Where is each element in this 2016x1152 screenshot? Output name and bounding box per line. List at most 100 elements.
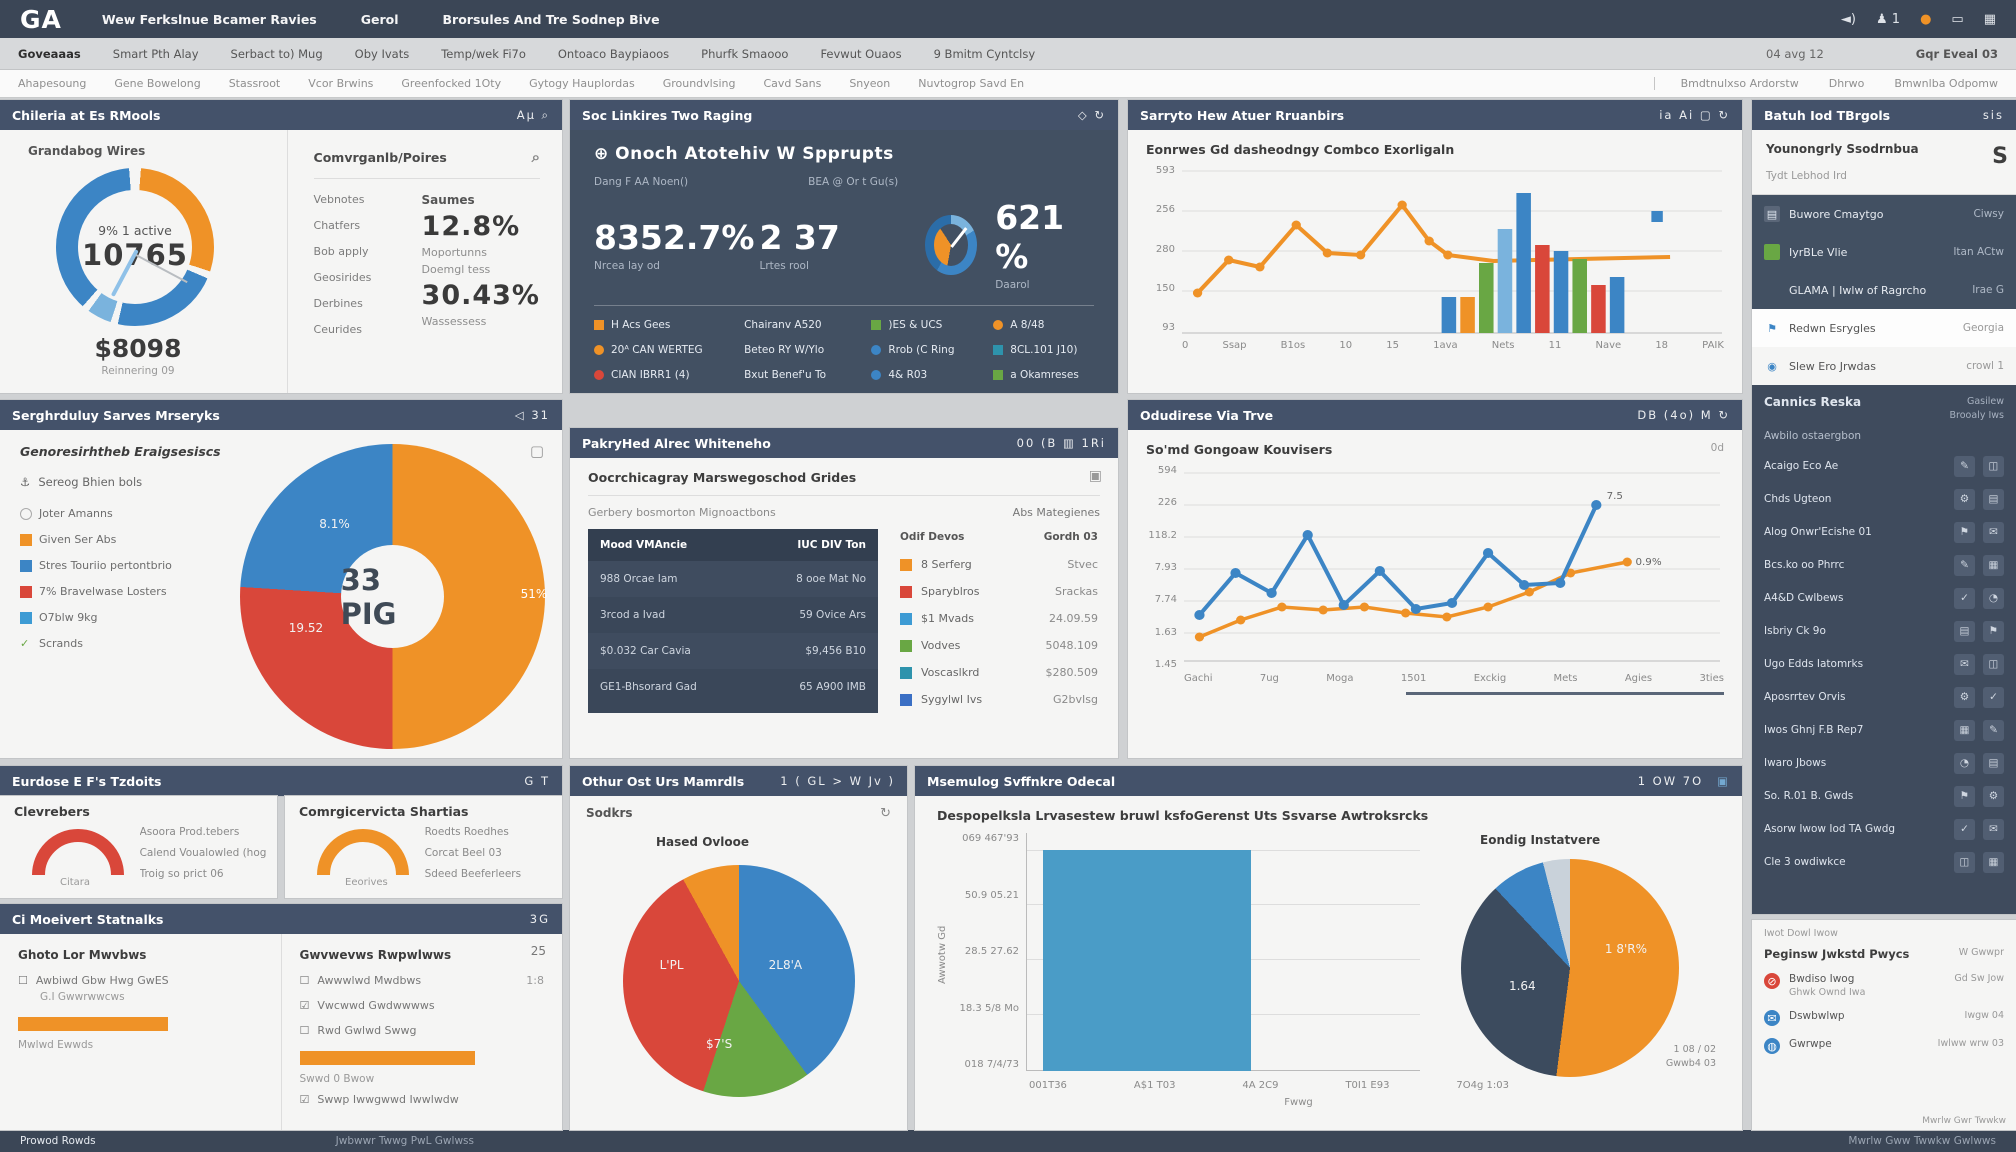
menu3-item[interactable]: Cavd Sans bbox=[763, 77, 822, 90]
panel-audience-toolbar-icons[interactable]: DB (4o) M ↻ bbox=[1637, 408, 1730, 422]
sidebar-item[interactable]: ⚑ Redwn Esrygles Georgia bbox=[1752, 309, 2016, 347]
panel-newsletter-toolbar-icons[interactable]: ia Ai ▢ ↻ bbox=[1659, 108, 1730, 122]
channel-action-icon[interactable]: ◫ bbox=[1983, 455, 2004, 477]
menu3-item[interactable]: Stassroot bbox=[228, 77, 281, 90]
legend-item[interactable]: O7blw 9kg bbox=[20, 611, 238, 624]
menu2-item[interactable]: Serbact to) Mug bbox=[230, 46, 323, 61]
channel-action-icon[interactable]: ✉ bbox=[1983, 521, 2004, 543]
channel-action-icon[interactable]: ◫ bbox=[1954, 851, 1975, 873]
channel-row[interactable]: Iwos Ghnj F.B Rep7 ▦ ✎ bbox=[1764, 714, 2004, 747]
menu2-item[interactable]: Temp/wek Fi7o bbox=[441, 46, 526, 61]
legend-item[interactable]: 7% Bravelwase Losters bbox=[20, 585, 238, 598]
panel-sources-toolbar[interactable]: 1 ( GL > W Jv ) bbox=[780, 774, 895, 788]
program-row[interactable]: ⊘ Bwdiso Iwog Ghwk Ownd Iwa Gd Sw Jow bbox=[1764, 973, 2004, 998]
channel-action-icon[interactable]: ▦ bbox=[1954, 719, 1975, 741]
checkbox-icon[interactable]: ☐ bbox=[18, 974, 28, 987]
menu3-item[interactable]: Snyeon bbox=[849, 77, 891, 90]
top-nav-item[interactable]: Gerol bbox=[360, 11, 399, 27]
menu3-right-item[interactable]: Bmwnlba Odpomw bbox=[1894, 77, 1998, 90]
channel-action-icon[interactable]: ✉ bbox=[1983, 818, 2004, 840]
menu3-item[interactable]: Gene Bowelong bbox=[114, 77, 201, 90]
checkbox-icon[interactable]: ☑ bbox=[299, 1093, 310, 1106]
topbar-action-icon[interactable]: ▭ bbox=[1951, 11, 1964, 27]
channel-row[interactable]: Cle 3 owdiwkce ◫ ▦ bbox=[1764, 846, 2004, 879]
sidebar-item[interactable]: ▤ Buwore Cmaytgo Ciwsy bbox=[1752, 195, 2016, 233]
stats-row[interactable]: ☐ Rwd Gwlwd Swwg bbox=[300, 1024, 545, 1037]
menu3-item[interactable]: Greenfocked 1Oty bbox=[401, 77, 502, 90]
channel-action-icon[interactable]: ⚙ bbox=[1954, 686, 1975, 708]
channel-row[interactable]: Bcs.ko oo Phrrc ✎ ▦ bbox=[1764, 549, 2004, 582]
channel-row[interactable]: Alog Onwr'Ecishe 01 ⚑ ✉ bbox=[1764, 516, 2004, 549]
channel-row[interactable]: A4&D Cwlbews ✓ ◔ bbox=[1764, 582, 2004, 615]
refresh-icon[interactable]: ↻ bbox=[880, 806, 891, 821]
channel-action-icon[interactable]: ⚙ bbox=[1954, 488, 1975, 510]
channel-action-icon[interactable]: ⚑ bbox=[1983, 620, 2004, 642]
channel-row[interactable]: Asorw Iwow Iod TA Gwdg ✓ ✉ bbox=[1764, 813, 2004, 846]
menu3-item[interactable]: Gytogy Hauplordas bbox=[529, 77, 635, 90]
channel-action-icon[interactable]: ✓ bbox=[1954, 587, 1975, 609]
topbar-action-icon[interactable]: ● bbox=[1920, 11, 1932, 27]
channel-row[interactable]: Isbriy Ck 9o ▤ ⚑ bbox=[1764, 615, 2004, 648]
panel-gauges-toolbar-icons[interactable]: G T bbox=[524, 774, 550, 788]
channel-action-icon[interactable]: ◫ bbox=[1983, 653, 2004, 675]
panel-sales-toolbar-icons[interactable]: ◁ 31 bbox=[514, 408, 550, 422]
search-icon[interactable]: ⌕ bbox=[531, 148, 540, 166]
panel-measuring-icon[interactable]: ▣ bbox=[1717, 774, 1730, 788]
legend-item[interactable]: ✓ Scrands bbox=[20, 637, 238, 650]
menu2-item[interactable]: Phurfk Smaooo bbox=[701, 46, 789, 61]
legend-item[interactable]: Stres Touriio pertontbrio bbox=[20, 559, 238, 572]
menu2-item[interactable]: Oby Ivats bbox=[354, 46, 410, 61]
channel-action-icon[interactable]: ⚑ bbox=[1954, 785, 1975, 807]
menu-home[interactable]: Goveaaas bbox=[18, 46, 81, 61]
channel-action-icon[interactable]: ▤ bbox=[1954, 620, 1975, 642]
menu3-right-item[interactable]: Dhrwo bbox=[1828, 77, 1865, 90]
top-nav-item[interactable]: Wew Ferkslnue Bcamer Ravies bbox=[101, 11, 317, 27]
channel-action-icon[interactable]: ✉ bbox=[1954, 653, 1975, 675]
channel-row[interactable]: Chds Ugteon ⚙ ▤ bbox=[1764, 483, 2004, 516]
menu3-right-item[interactable]: Bmdtnulxso Ardorstw bbox=[1680, 77, 1799, 90]
checkbox-icon[interactable]: ▢ bbox=[529, 442, 544, 460]
channel-action-icon[interactable]: ✎ bbox=[1954, 455, 1975, 477]
channel-action-icon[interactable]: ▤ bbox=[1983, 752, 2004, 774]
sidebar-item[interactable]: ◉ Slew Ero Jrwdas crowl 1 bbox=[1752, 347, 2016, 385]
checkbox-icon[interactable]: ☑ bbox=[299, 999, 310, 1012]
menu2-item[interactable]: Smart Pth Alay bbox=[112, 46, 199, 61]
channel-action-icon[interactable]: ▦ bbox=[1983, 554, 2004, 576]
channel-action-icon[interactable]: ◔ bbox=[1983, 587, 2004, 609]
channel-row[interactable]: So. R.01 B. Gwds ⚑ ⚙ bbox=[1764, 780, 2004, 813]
panel-overview-toolbar-icons[interactable]: Aμ ⌕ bbox=[516, 107, 550, 122]
topbar-action-icon[interactable]: ♟ 1 bbox=[1876, 11, 1901, 27]
menu2-item[interactable]: 9 Bmitm Cyntclsy bbox=[933, 46, 1036, 61]
checkbox-icon[interactable]: ☐ bbox=[299, 974, 310, 987]
checkbox-icon[interactable]: ☐ bbox=[299, 1024, 310, 1037]
channel-action-icon[interactable]: ▦ bbox=[1983, 851, 2004, 873]
channel-action-icon[interactable]: ✓ bbox=[1954, 818, 1975, 840]
sidebar-item[interactable]: GLAMA | Iwlw of Ragrcho Irae G bbox=[1752, 271, 2016, 309]
channel-row[interactable]: Acaigo Eco Ae ✎ ◫ bbox=[1764, 450, 2004, 483]
legend-item[interactable]: Given Ser Abs bbox=[20, 533, 238, 546]
menu2-export[interactable]: Gqr Eveal 03 bbox=[1915, 46, 1998, 61]
channel-action-icon[interactable]: ⚑ bbox=[1954, 521, 1975, 543]
menu3-item[interactable]: Groundvlsing bbox=[662, 77, 736, 90]
channel-action-icon[interactable]: ✓ bbox=[1983, 686, 2004, 708]
menu3-item[interactable]: Vcor Brwins bbox=[308, 77, 374, 90]
topbar-action-icon[interactable]: ◄) bbox=[1840, 11, 1856, 27]
channel-action-icon[interactable]: ✎ bbox=[1983, 719, 2004, 741]
sidebar-item[interactable]: IyrBLe Vlie Itan ACtw bbox=[1752, 233, 2016, 271]
channel-row[interactable]: Iwaro Jbows ◔ ▤ bbox=[1764, 747, 2004, 780]
menu3-item[interactable]: Nuvtogrop Savd En bbox=[918, 77, 1025, 90]
channel-action-icon[interactable]: ⚙ bbox=[1983, 785, 2004, 807]
stats-row[interactable]: ☑ Vwcwwd Gwdwwwws bbox=[300, 999, 545, 1012]
channel-action-icon[interactable]: ✎ bbox=[1954, 554, 1975, 576]
topbar-action-icon[interactable]: ▦ bbox=[1983, 11, 1996, 27]
panel-quick-metrics-toolbar-icons[interactable]: ◇ ↻ bbox=[1077, 108, 1106, 122]
menu3-item[interactable]: Ahapesoung bbox=[18, 77, 87, 90]
copy-icon[interactable]: ▣ bbox=[1088, 468, 1102, 484]
channel-row[interactable]: Aposrrtev Orvis ⚙ ✓ bbox=[1764, 681, 2004, 714]
menu2-item[interactable]: Fevwut Ouaos bbox=[820, 46, 902, 61]
channel-action-icon[interactable]: ◔ bbox=[1954, 752, 1975, 774]
area-link[interactable]: Abs Mategienes bbox=[1012, 506, 1100, 519]
legend-item[interactable]: Joter Amanns bbox=[20, 507, 238, 520]
panel-area-toolbar-icons[interactable]: 00 (B ▥ 1Ri bbox=[1016, 436, 1106, 450]
program-row[interactable]: ✉ Dswbwlwp Iwgw 04 bbox=[1764, 1010, 2004, 1026]
